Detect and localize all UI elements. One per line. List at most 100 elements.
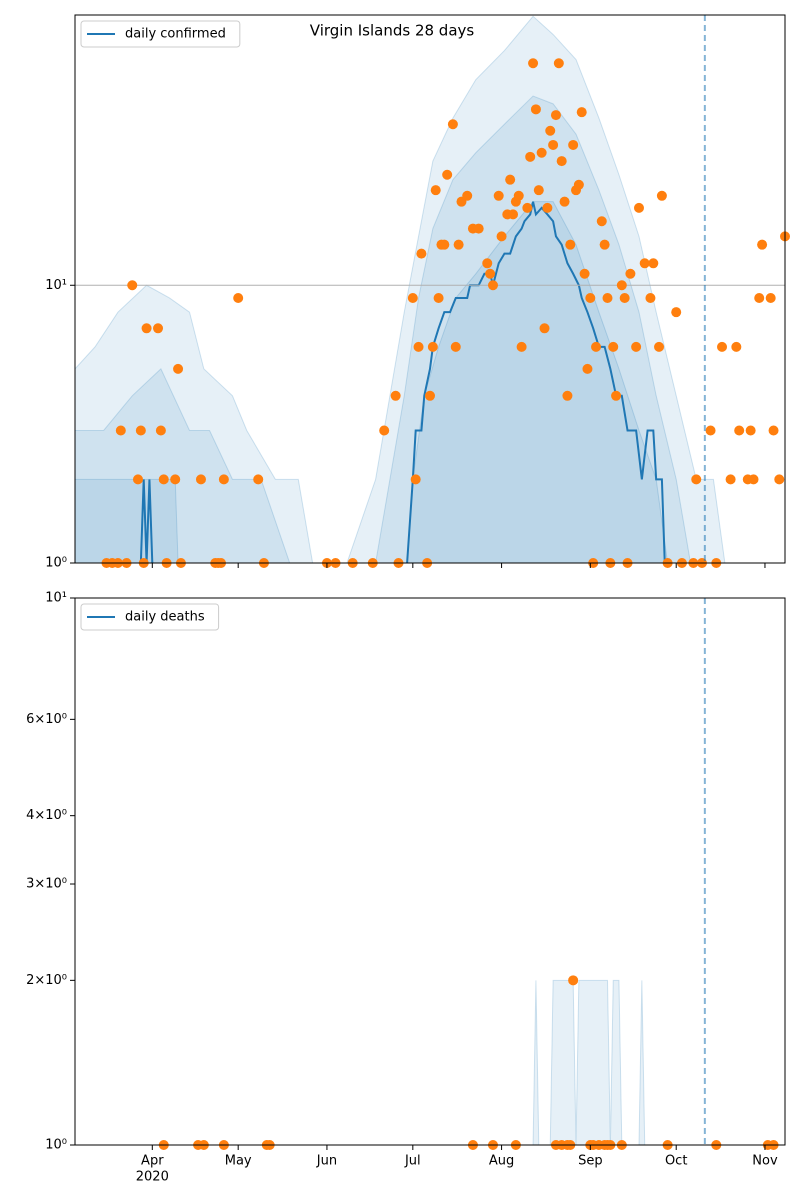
x-tick-label: Jun (316, 1154, 337, 1169)
data-point (233, 292, 244, 303)
data-point (453, 239, 464, 250)
data-point (127, 280, 138, 291)
data-point (450, 341, 461, 352)
data-point (485, 268, 496, 279)
data-point (528, 58, 539, 69)
data-point (725, 474, 736, 485)
x-tick-label: Oct (665, 1154, 687, 1169)
y-tick-label: 10⁰ (45, 1138, 67, 1153)
data-point (539, 323, 550, 334)
data-point (516, 341, 527, 352)
data-point (442, 169, 453, 180)
legend-label: daily deaths (125, 610, 205, 625)
data-point (505, 174, 516, 185)
data-point (425, 390, 435, 401)
legend-box (80, 603, 220, 631)
data-point (579, 268, 590, 279)
x-tick-label: Apr (141, 1154, 164, 1169)
data-point (633, 202, 644, 213)
data-point (774, 474, 785, 485)
data-point (525, 151, 536, 162)
data-point (573, 179, 584, 190)
data-point (416, 248, 427, 259)
data-point (195, 474, 206, 485)
y-tick-label: 4×10⁰ (26, 808, 67, 823)
data-point (768, 425, 779, 436)
axes-frame (74, 14, 786, 564)
data-point (596, 216, 607, 227)
data-point (717, 341, 728, 352)
data-point (542, 202, 553, 213)
data-point (568, 139, 579, 150)
data-point (173, 363, 184, 374)
x-year-label: 2020 (136, 1170, 169, 1185)
data-point (530, 104, 541, 115)
plot-area (532, 979, 646, 1145)
data-point (731, 341, 742, 352)
data-point (447, 119, 458, 130)
data-point (562, 390, 573, 401)
uncertainty-band (532, 979, 646, 1145)
data-point (430, 185, 441, 196)
data-point (158, 474, 169, 485)
y-tick-label: 10¹ (45, 278, 67, 293)
data-point (625, 268, 636, 279)
data-point (379, 425, 390, 436)
plot-area (75, 15, 726, 563)
y-tick-label: 10⁰ (45, 556, 67, 571)
data-line (139, 201, 668, 563)
data-point (548, 139, 559, 150)
data-point (591, 341, 602, 352)
data-point (407, 292, 418, 303)
data-point (765, 292, 776, 303)
data-point (218, 474, 229, 485)
legend: daily confirmed (80, 20, 241, 48)
legend-label: daily confirmed (125, 27, 226, 42)
data-point (141, 323, 152, 334)
x-tick-label: May (225, 1154, 252, 1169)
data-point (654, 341, 665, 352)
data-point (745, 425, 756, 436)
y-tick-label: 10¹ (45, 591, 67, 606)
data-point (705, 425, 716, 436)
data-point (639, 258, 650, 269)
data-point (576, 107, 587, 118)
y-tick-label: 6×10⁰ (26, 712, 67, 727)
data-point (508, 209, 519, 220)
data-point (413, 341, 424, 352)
data-point (545, 125, 556, 136)
x-tick-label: Aug (489, 1154, 514, 1169)
x-tick-label: Jul (404, 1154, 421, 1169)
uncertainty-band (75, 15, 726, 563)
data-point (568, 975, 579, 986)
y-tick-label: 3×10⁰ (26, 877, 67, 892)
data-point (487, 280, 498, 291)
data-point (556, 156, 567, 167)
data-point (602, 292, 613, 303)
data-point (565, 239, 576, 250)
data-point (155, 425, 166, 436)
data-point (132, 474, 143, 485)
data-point (153, 323, 164, 334)
axes-frame (74, 597, 786, 1146)
data-point (648, 258, 659, 269)
data-point (496, 231, 507, 242)
data-point (522, 202, 533, 213)
data-point (170, 474, 181, 485)
data-point (748, 474, 759, 485)
data-point (656, 190, 667, 201)
data-point (757, 239, 768, 250)
data-point (410, 474, 421, 485)
data-point (616, 280, 627, 291)
data-point (390, 390, 401, 401)
data-point (611, 390, 622, 401)
data-point (427, 341, 438, 352)
legend: daily deaths (80, 603, 220, 631)
data-point (734, 425, 745, 436)
data-point (631, 341, 642, 352)
data-point (754, 292, 765, 303)
data-point (553, 58, 564, 69)
data-point (691, 474, 702, 485)
